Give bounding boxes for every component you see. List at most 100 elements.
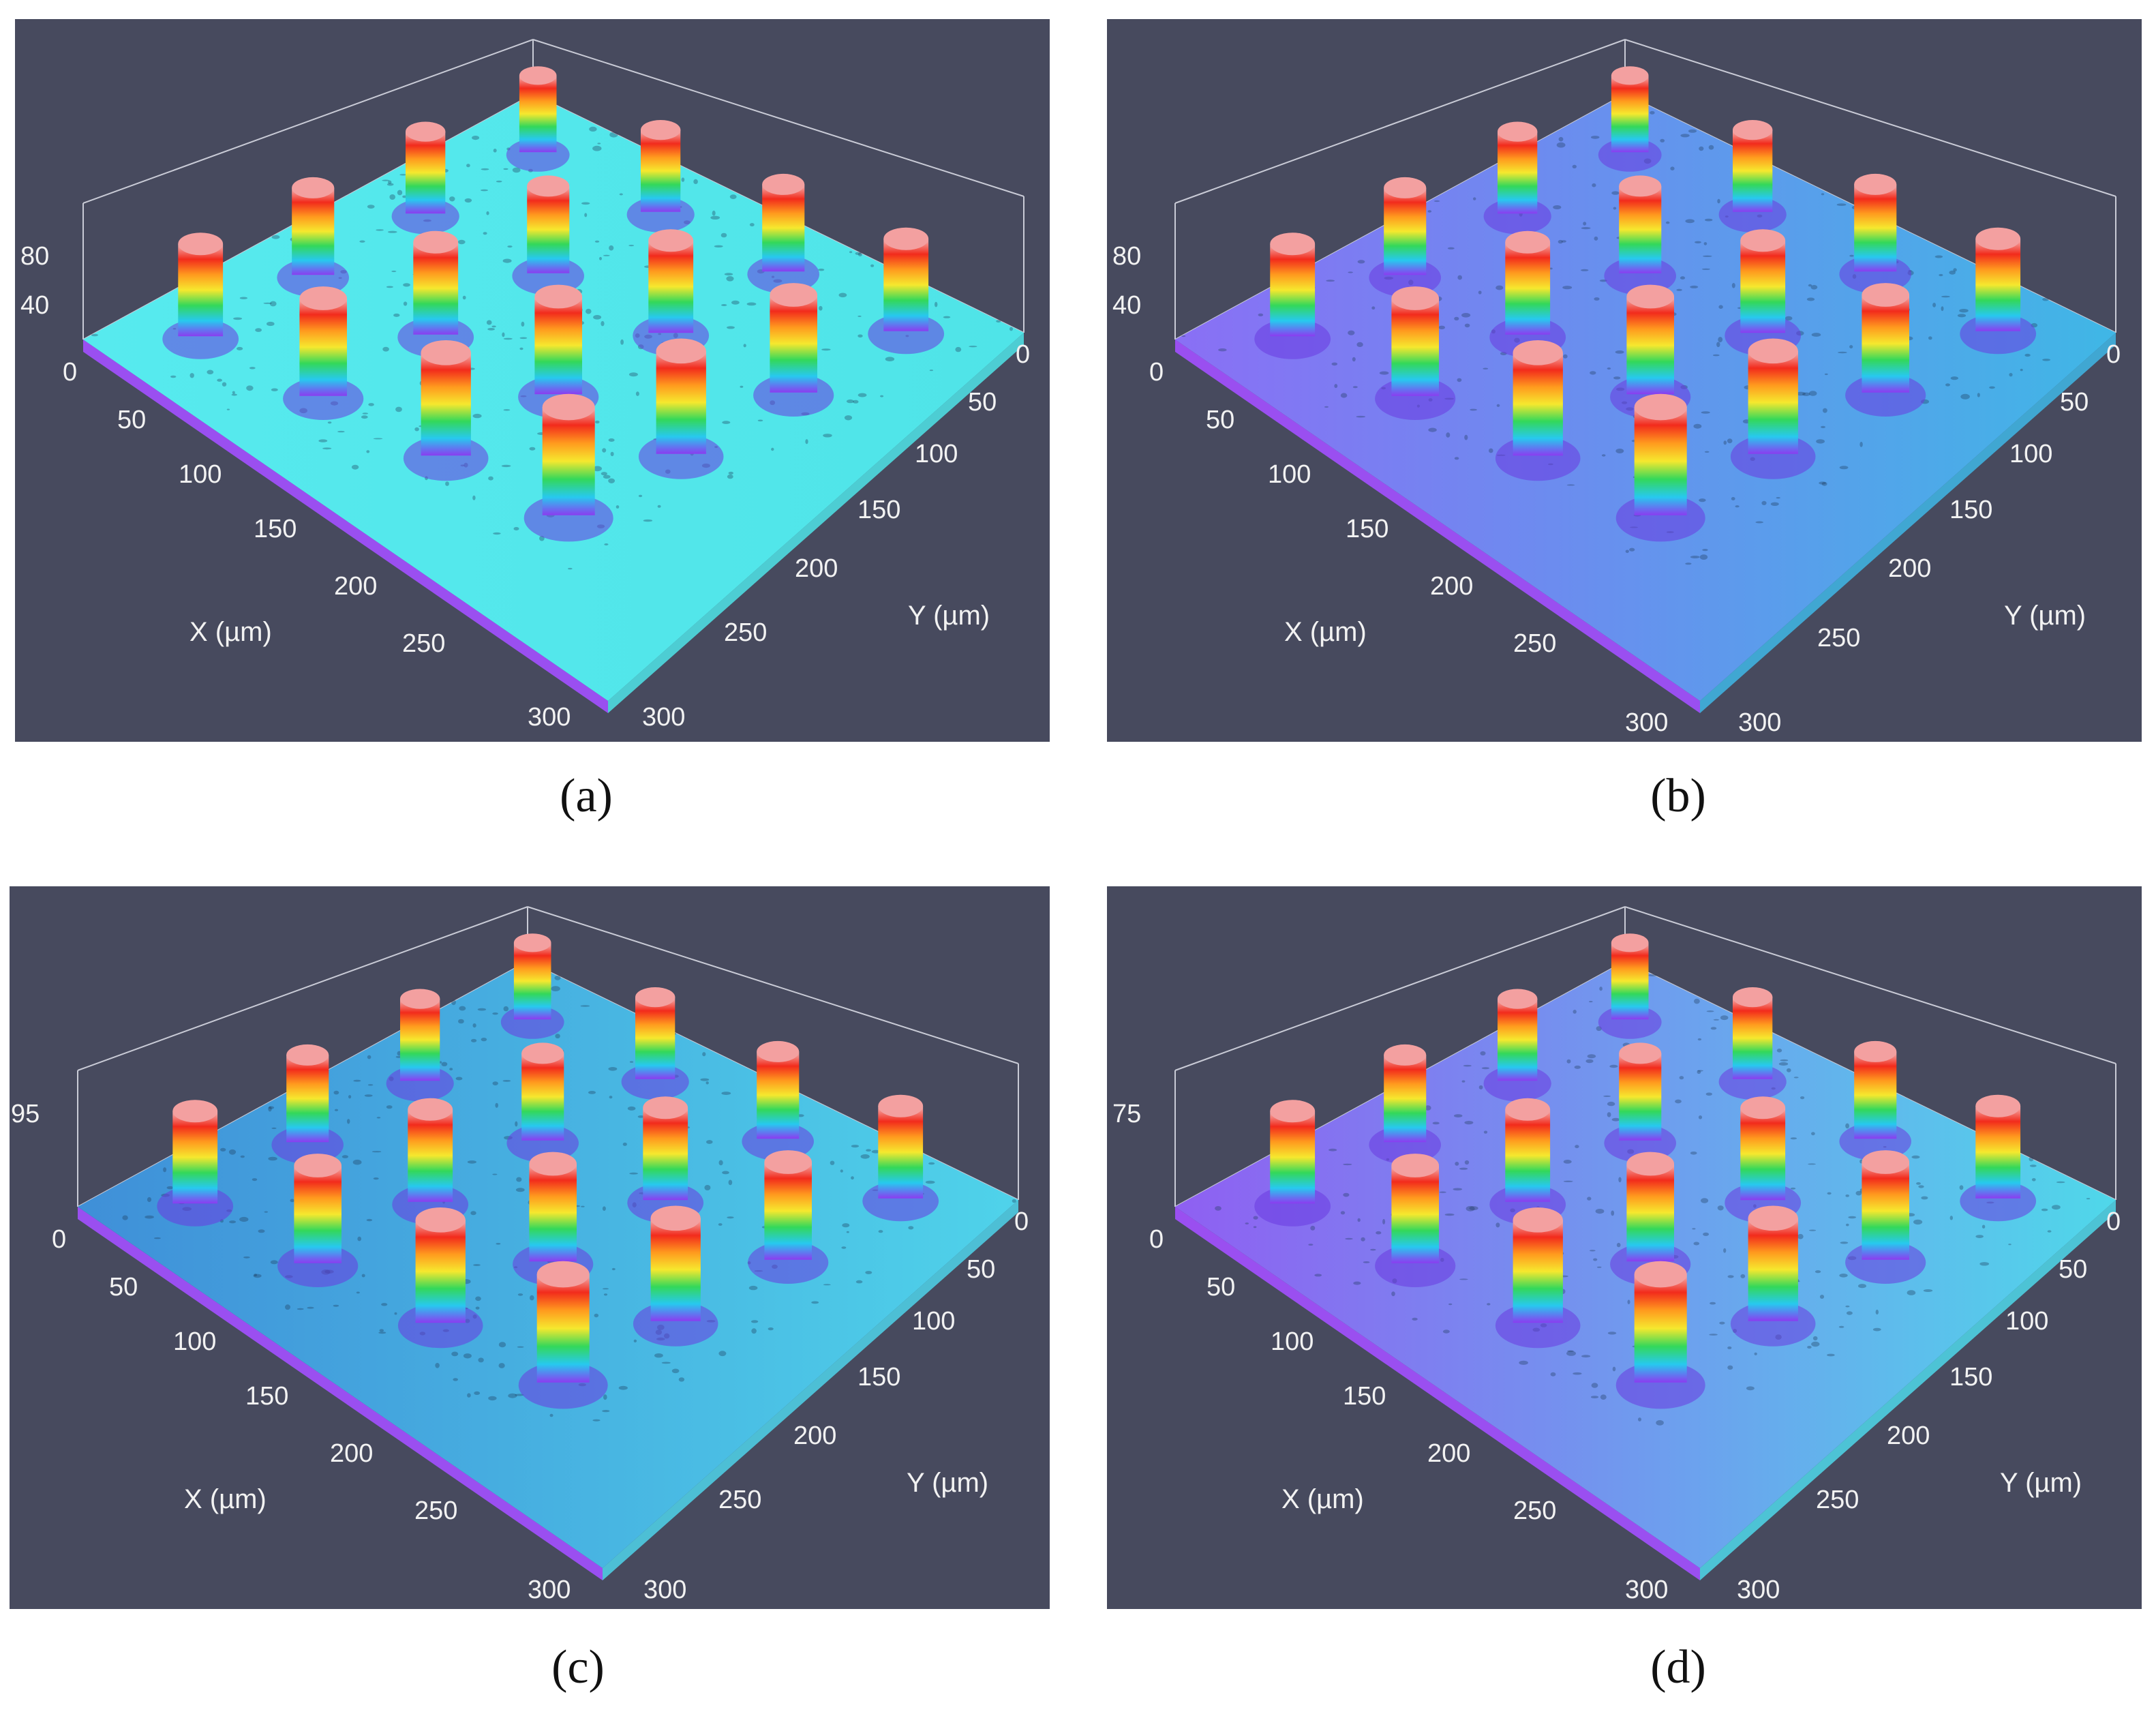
surface-pit (240, 1155, 245, 1158)
surface-pit (2042, 297, 2049, 301)
surface-pit (366, 1218, 373, 1222)
surface-pit (1455, 1162, 1459, 1166)
y-tick-250: 250 (724, 618, 767, 647)
surface-pit (1703, 1232, 1710, 1236)
surface-pit (1352, 357, 1356, 362)
pillar-top (1498, 989, 1538, 1009)
surface-pit (501, 464, 511, 468)
surface-pit (609, 245, 614, 251)
surface-pit (635, 391, 639, 396)
surface-pit (1412, 1317, 1418, 1321)
surface-pit (1428, 427, 1437, 432)
surface-pit (1457, 275, 1462, 280)
surface-pit (1727, 1365, 1733, 1370)
surface-pit (1587, 1197, 1592, 1201)
surface-pit (1913, 1219, 1923, 1225)
surface-pit (163, 1167, 167, 1173)
pillar (1384, 1055, 1427, 1143)
surface-pit (602, 448, 607, 453)
surface-pit (1710, 1027, 1717, 1030)
surface-pit (449, 1068, 453, 1070)
surface-pit (1701, 411, 1710, 414)
surface-pit (1439, 1191, 1446, 1193)
x-tick-50: 50 (117, 406, 146, 434)
pillar (1854, 184, 1897, 272)
surface-pit (818, 269, 825, 271)
surface-pit (1478, 290, 1482, 295)
surface-pit (220, 1147, 226, 1152)
surface-pit (1258, 313, 1264, 316)
surface-pit (515, 1188, 525, 1192)
surface-pit (857, 334, 863, 338)
surface-pit (1592, 183, 1596, 187)
surface-pit (602, 1288, 609, 1290)
surface-pit (1697, 1038, 1702, 1041)
pillar-top (1391, 286, 1439, 310)
surface-pit (1427, 210, 1432, 213)
surface-pit (1575, 1145, 1579, 1149)
surface-pit (857, 252, 862, 257)
pillar (542, 407, 595, 515)
surface-pit (1583, 222, 1587, 226)
surface-pit (477, 1008, 487, 1011)
surface-plot-c: 95 0 50 100 150 200 250 300 0 50 100 150… (11, 906, 1029, 1604)
surface-pit (1590, 1396, 1599, 1398)
surface-pit (1611, 191, 1620, 195)
pillar-top (1619, 1042, 1662, 1064)
surface-pit (581, 1205, 585, 1207)
surface-pit (1470, 408, 1477, 411)
y-tick-300: 300 (642, 703, 685, 732)
surface-pit (493, 149, 497, 153)
x-tick-100: 100 (179, 460, 222, 489)
surface-pit (1695, 241, 1701, 243)
surface-pit (2047, 1230, 2052, 1233)
surface-pit (1324, 406, 1329, 408)
surface-pit (1348, 271, 1353, 273)
pillar-top (527, 175, 570, 197)
surface-pit (943, 316, 951, 318)
surface-pit (271, 1127, 277, 1129)
surface-pit (1811, 1132, 1815, 1136)
surface-pit (353, 1079, 361, 1082)
pillar-top (542, 393, 595, 421)
surface-pit (727, 326, 735, 329)
pillar (521, 1053, 564, 1141)
surface-pit (622, 1142, 627, 1146)
surface-pit (1519, 1360, 1528, 1365)
surface-pit (170, 375, 177, 378)
surface-pit (602, 1410, 610, 1413)
surface-pit (492, 1012, 498, 1015)
pillar (529, 1164, 577, 1262)
surface-pit (388, 230, 397, 233)
plate-right-side (1700, 1200, 2116, 1580)
surface-pit (620, 339, 624, 345)
pillar-top (1733, 120, 1773, 140)
surface-pit (2029, 1156, 2034, 1162)
surface-pit (366, 450, 370, 453)
surface-pit (601, 320, 605, 327)
surface-pit (228, 1149, 237, 1155)
pillar (1862, 295, 1909, 393)
z-axis-ticks: 95 (11, 1100, 40, 1128)
y-tick-250: 250 (1817, 624, 1860, 652)
surface-pit (1811, 1341, 1820, 1347)
pillar-top (1611, 66, 1649, 85)
surface-pit (1697, 1070, 1703, 1072)
y-axis-label: Y (µm) (907, 1468, 988, 1498)
surface-pit (654, 1353, 663, 1358)
surface-pit (727, 474, 733, 479)
surface-pit (722, 421, 731, 424)
surface-pit (1376, 1231, 1382, 1235)
surface-pit (1446, 432, 1451, 438)
surface-pit (1717, 198, 1720, 204)
surface-pit (359, 240, 365, 243)
surface-pit (1566, 1351, 1576, 1356)
surface-pit (841, 1246, 847, 1249)
pillar-top (299, 286, 348, 310)
pillar (415, 1220, 466, 1323)
surface-pit (318, 439, 328, 442)
surface-pit (1815, 1270, 1821, 1274)
surface-pit (1797, 1233, 1804, 1239)
surface-pit (517, 1293, 523, 1296)
surface-pit (721, 1092, 731, 1095)
